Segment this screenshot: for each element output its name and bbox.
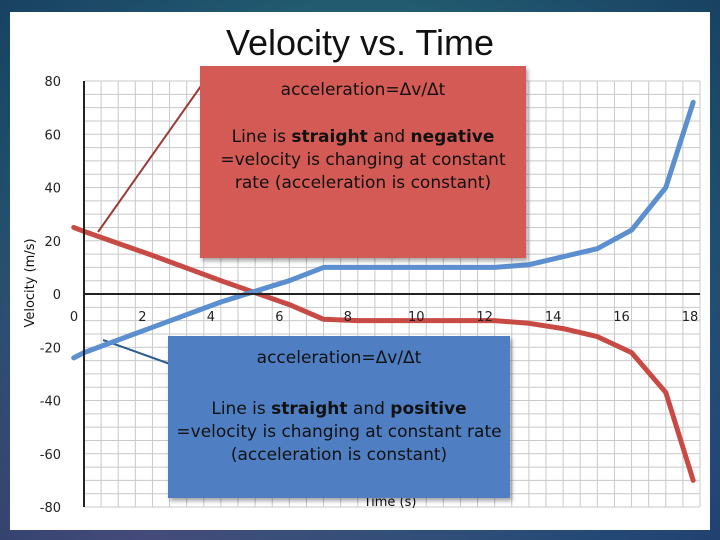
- y-tick-label: 40: [44, 182, 61, 197]
- negative-acceleration-callout: acceleration=Δv/Δt Line is straight and …: [200, 66, 526, 258]
- x-tick-label: 18: [682, 310, 699, 325]
- y-tick-label: -20: [40, 341, 61, 356]
- series-line-2: [71, 99, 696, 361]
- series-group: [71, 99, 696, 483]
- y-tick-label: -80: [40, 501, 61, 516]
- x-axis-label: Time (s): [363, 495, 417, 510]
- x-tick-label: 10: [408, 310, 425, 325]
- series-line-1: [71, 224, 696, 483]
- y-tick-label: -60: [40, 448, 61, 463]
- x-tick-label: 6: [275, 310, 283, 325]
- blue-callout-heading: acceleration=Δv/Δt: [256, 348, 422, 368]
- callout-pointers: [97, 85, 202, 365]
- tick-labels: 80 60 40 20 0 -20 -40 -60 -80 0 2 4 6 8 10 12 14 16 18: [40, 75, 699, 516]
- red-callout-heading: acceleration=Δv/Δt: [280, 80, 446, 100]
- y-tick-label: 60: [44, 128, 61, 143]
- red-callout-pointer: [97, 85, 202, 233]
- x-tick-label: 12: [476, 310, 493, 325]
- x-tick-label: 14: [545, 310, 562, 325]
- y-tick-label: 80: [44, 75, 61, 90]
- x-tick-label: 8: [344, 310, 352, 325]
- x-tick-label: 16: [613, 310, 630, 325]
- blue-callout-body: Line is straight and positive =velocity …: [176, 399, 502, 465]
- y-tick-label: 20: [44, 235, 61, 250]
- positive-acceleration-callout: acceleration=Δv/Δt Line is straight and …: [168, 336, 510, 498]
- x-tick-label: 4: [207, 310, 215, 325]
- x-tick-label: 0: [70, 310, 78, 325]
- y-tick-label: -40: [40, 395, 61, 410]
- y-axis-label: Velocity (m/s): [23, 238, 38, 327]
- page-title: Velocity vs. Time: [225, 22, 495, 63]
- red-callout-body: Line is straight and negative =velocity …: [220, 127, 506, 193]
- axes-group: [83, 81, 700, 507]
- y-tick-label: 0: [53, 288, 61, 303]
- x-tick-label: 2: [138, 310, 146, 325]
